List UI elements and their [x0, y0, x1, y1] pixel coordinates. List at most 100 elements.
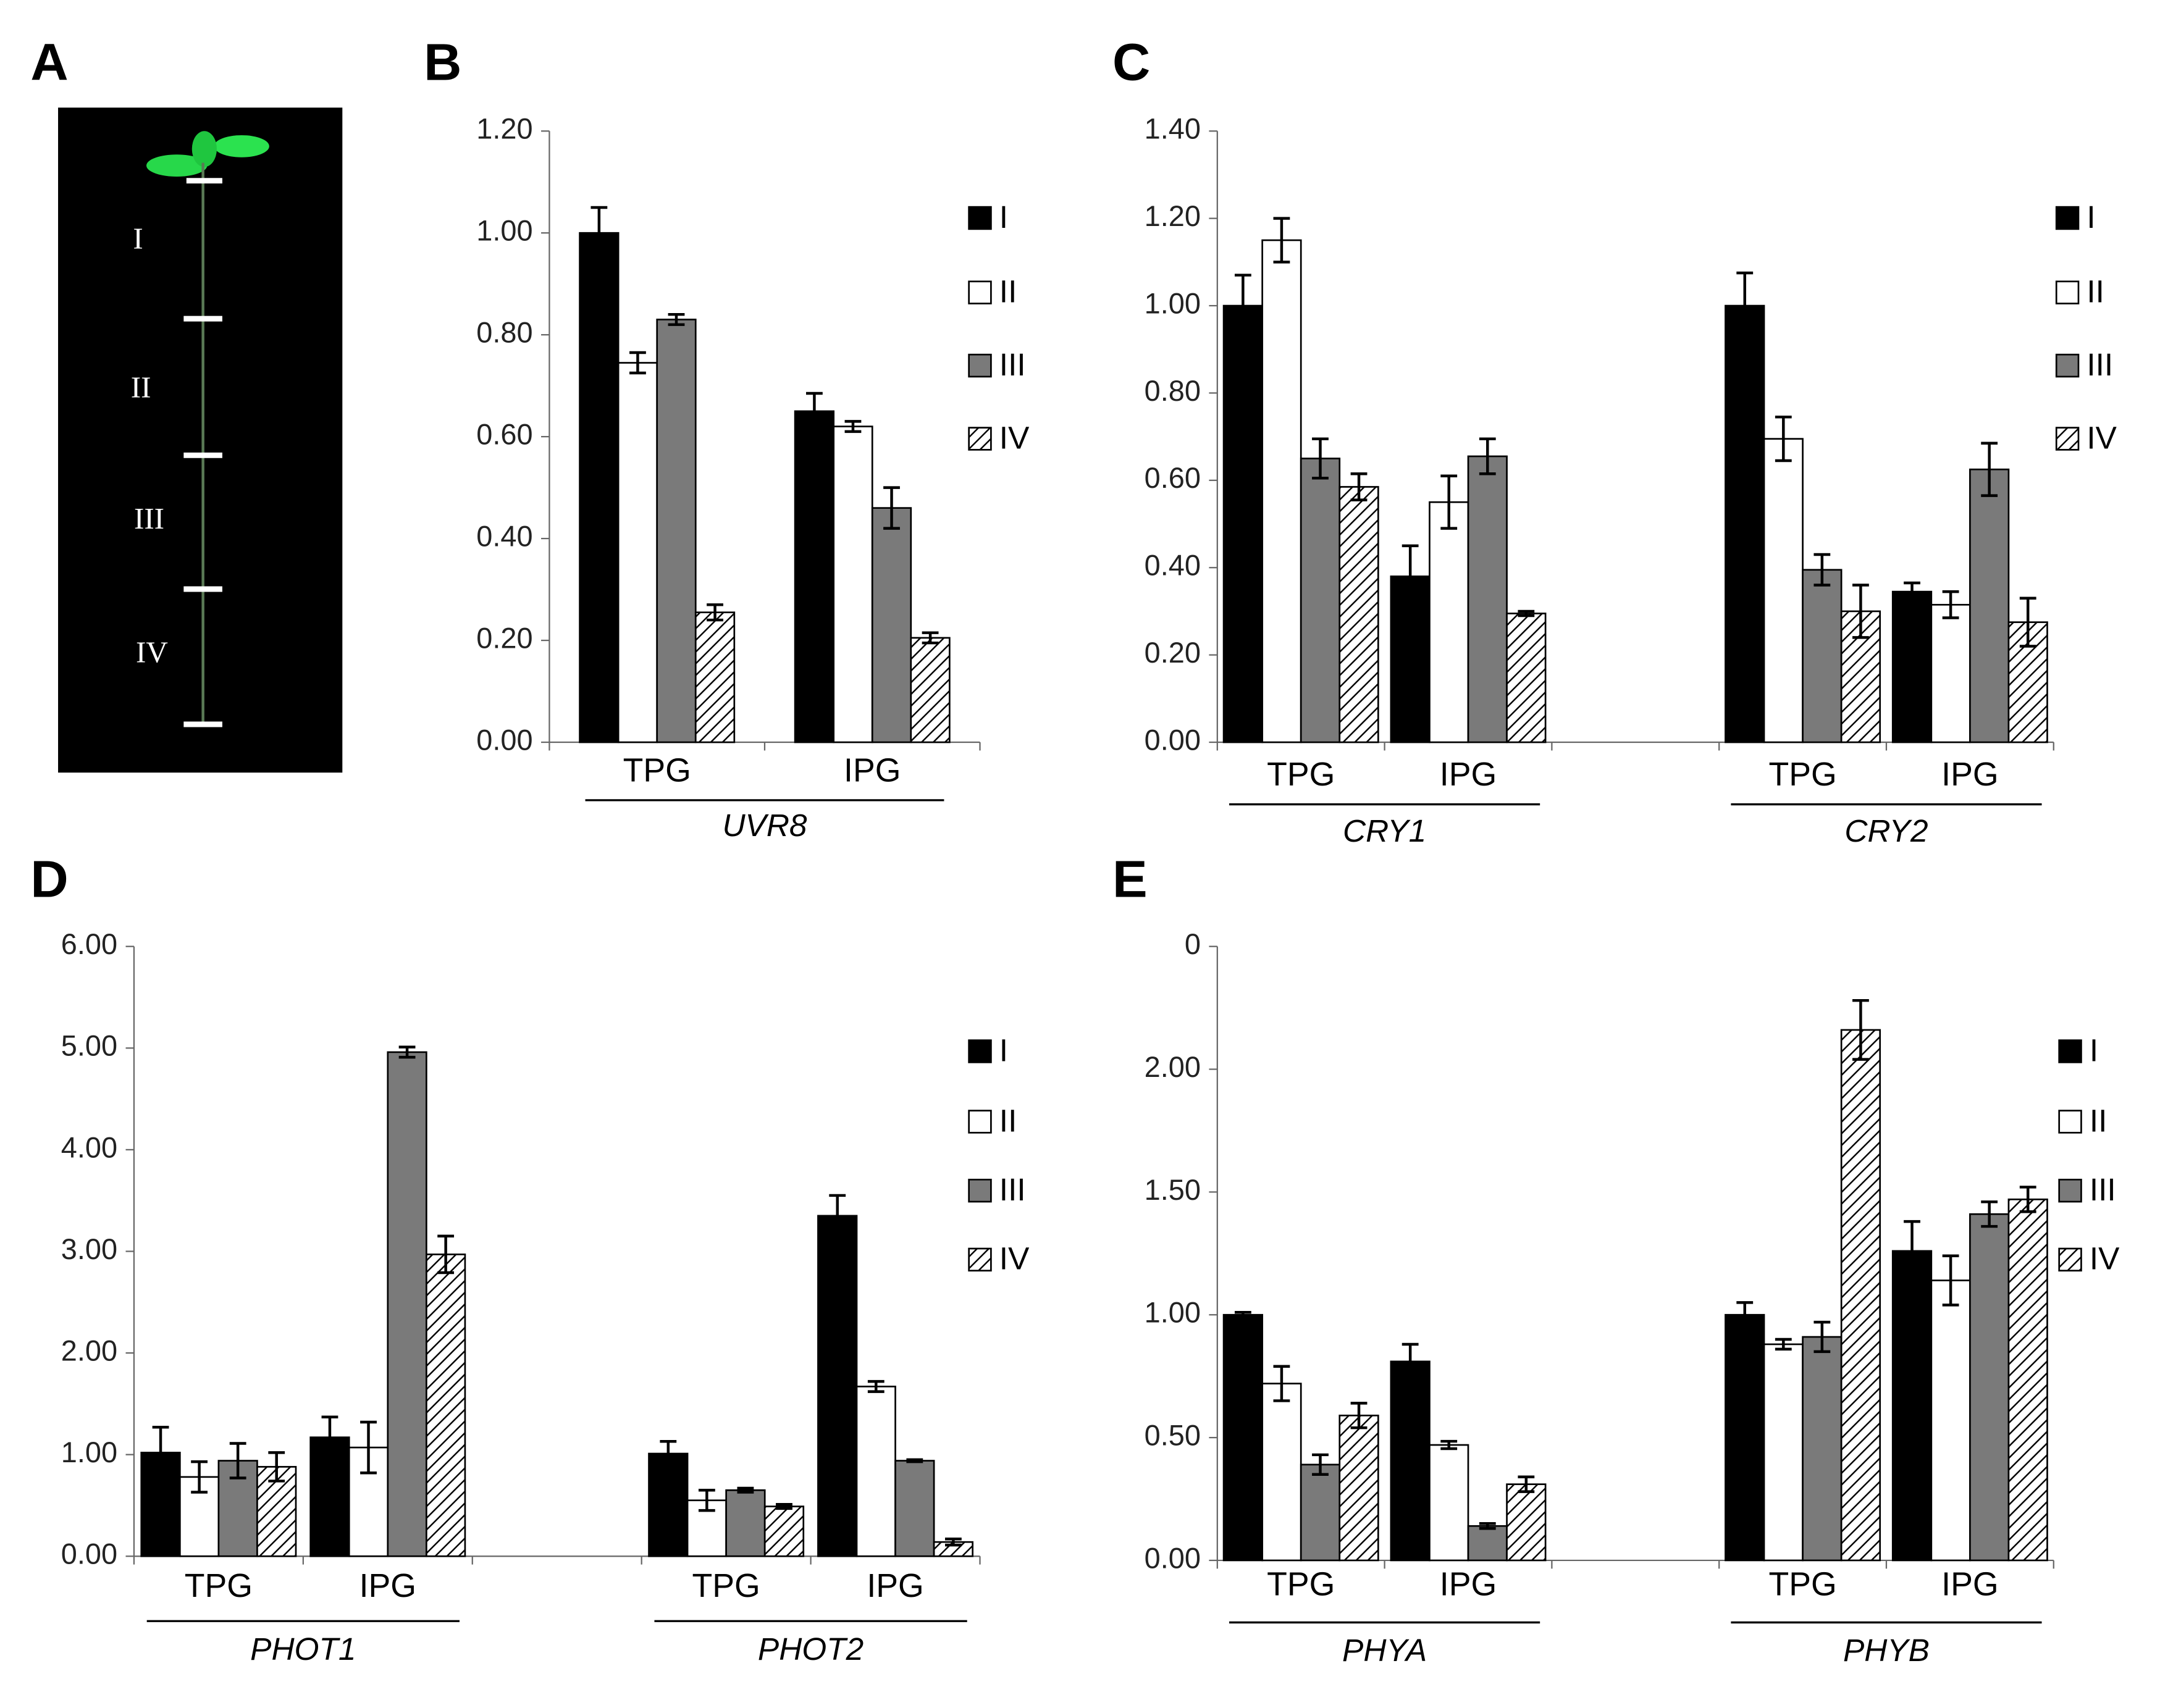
x-tick-label: IPG — [359, 1567, 416, 1604]
legend-label: I — [2090, 1032, 2098, 1068]
bar — [817, 1215, 858, 1557]
bar — [426, 1254, 466, 1557]
legend-swatch — [2058, 1039, 2082, 1063]
x-tick-label: IPG — [1941, 1566, 1998, 1603]
photo — [58, 107, 343, 773]
bar — [833, 425, 873, 743]
panel-label: A — [30, 33, 68, 91]
y-tick-label: 2.00 — [1145, 1051, 1201, 1083]
bar — [894, 1460, 935, 1557]
error-bar — [152, 1425, 169, 1480]
bar — [1969, 468, 2010, 743]
x-tick-label: TPG — [1267, 1566, 1335, 1603]
error-bar — [867, 1379, 885, 1393]
error-bar — [1479, 437, 1496, 475]
y-tick-label: 0.00 — [61, 1538, 117, 1570]
legend-label: IV — [2086, 419, 2117, 455]
error-bar — [1350, 472, 1368, 501]
legend-swatch — [968, 427, 992, 451]
bar — [1467, 1525, 1508, 1562]
y-tick-label: 0.60 — [476, 419, 532, 451]
error-bar — [1813, 1320, 1831, 1354]
legend-label: IV — [999, 1241, 1030, 1276]
error-bar — [1775, 1338, 1792, 1351]
bar-chart: C 0.00 0.20 0.40 0.60 0.80 1.00 1.20 1.40 TPG IPG T… — [1112, 33, 2117, 848]
bar — [855, 1386, 896, 1557]
error-bar — [1440, 474, 1458, 530]
group-label: PHYB — [1843, 1632, 1930, 1668]
group-label: PHYA — [1342, 1632, 1427, 1668]
segment-label: III — [134, 501, 164, 535]
x-tick-label: TPG — [1267, 756, 1335, 793]
error-bar — [906, 1458, 923, 1463]
y-tick-label: 5.00 — [61, 1030, 117, 1062]
y-tick-label: 2.00 — [61, 1334, 117, 1367]
y-tick-label: 4.00 — [61, 1131, 117, 1163]
legend-swatch — [968, 1039, 992, 1063]
error-bar — [707, 603, 723, 622]
segment-label: I — [133, 221, 143, 255]
error-bar — [1273, 217, 1290, 264]
error-bar — [1904, 581, 1920, 602]
bar — [1930, 1279, 1971, 1562]
bar — [694, 611, 736, 743]
bar — [1390, 1360, 1431, 1562]
x-tick-label: TPG — [185, 1567, 253, 1604]
error-bar — [1350, 1402, 1368, 1430]
bar — [1261, 239, 1302, 743]
bar — [1506, 613, 1547, 743]
bar — [1467, 455, 1508, 743]
bar — [1338, 486, 1379, 743]
x-tick-label: TPG — [1768, 756, 1836, 793]
y-tick-label: 0 — [1185, 928, 1201, 960]
x-tick-label: TPG — [623, 751, 691, 789]
error-bar — [2019, 597, 2036, 648]
legend-label: III — [2086, 346, 2113, 382]
x-tick-label: IPG — [1440, 1566, 1497, 1603]
error-bar — [776, 1503, 792, 1510]
segment-marks — [183, 178, 222, 727]
error-bar — [360, 1420, 377, 1475]
y-tick-label: 0.50 — [1145, 1419, 1201, 1451]
y-tick-label: 1.20 — [476, 113, 532, 145]
y-tick-label: 0.00 — [1145, 1542, 1201, 1574]
legend-swatch — [2058, 1110, 2082, 1134]
legend-label: IV — [2090, 1241, 2120, 1276]
bar — [794, 410, 835, 743]
error-bar — [629, 351, 646, 375]
error-bar — [1518, 1475, 1535, 1493]
bar-chart: E 0.00 0.50 1.00 1.50 2.00 0 TPG IPG TPG IPG PHYA PH… — [1112, 849, 2120, 1668]
bar — [1891, 1250, 1933, 1562]
group-label: UVR8 — [722, 807, 807, 843]
error-bar — [1518, 609, 1535, 617]
panel-a: A I II III IV — [30, 33, 343, 773]
panel-label: E — [1112, 849, 1148, 908]
legend-swatch — [968, 280, 992, 304]
error-bar — [1736, 271, 1754, 340]
error-bar — [321, 1415, 338, 1459]
legend-swatch — [2055, 353, 2080, 378]
y-tick-label: 0.00 — [1145, 724, 1201, 756]
x-tick-label: TPG — [692, 1567, 760, 1604]
y-tick-label: 0.80 — [1145, 375, 1201, 407]
bar — [617, 362, 658, 743]
y-tick-label: 1.20 — [1145, 200, 1201, 232]
x-tick-label: TPG — [1768, 1566, 1836, 1603]
y-tick-label: 6.00 — [61, 928, 117, 960]
error-bar — [1904, 1220, 1920, 1282]
legend-swatch — [2055, 280, 2080, 304]
y-tick-label: 0.20 — [476, 622, 532, 654]
legend-swatch — [2058, 1178, 2082, 1203]
legend-label: IV — [999, 419, 1030, 455]
error-bar — [660, 1440, 677, 1467]
error-bar — [191, 1460, 208, 1494]
y-tick-label: 0.60 — [1145, 462, 1201, 494]
legend-swatch — [968, 1110, 992, 1134]
panel-label: B — [424, 33, 461, 91]
y-tick-label: 0.40 — [476, 520, 532, 552]
x-tick-label: IPG — [1941, 756, 1998, 793]
seedling — [146, 131, 269, 724]
error-bar — [844, 420, 862, 433]
error-bar — [1479, 1522, 1496, 1530]
